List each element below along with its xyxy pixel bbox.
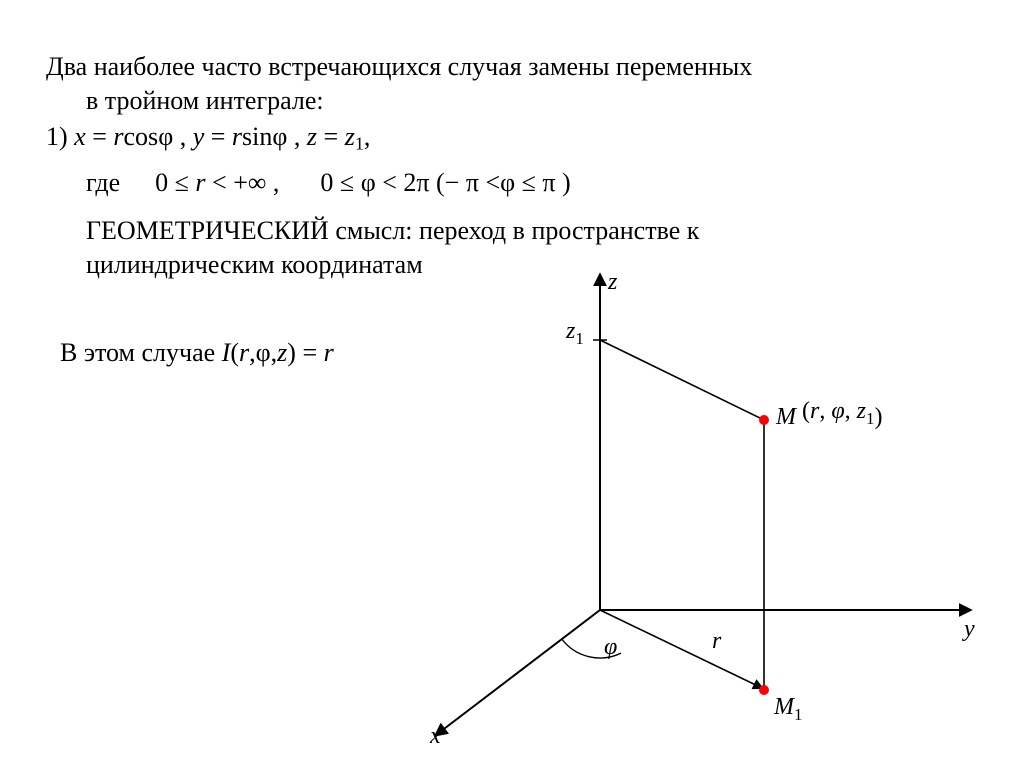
label-z: z: [607, 269, 618, 295]
label-x: x: [429, 723, 441, 749]
r-vector: [600, 610, 762, 688]
label-M-coords: (r, φ, z1): [802, 398, 882, 430]
z1-to-M-line: [600, 340, 764, 420]
label-y: y: [962, 616, 975, 642]
cylindrical-diagram: z z1 y x φ r M(r, φ, z1) M1: [0, 0, 1024, 768]
label-phi: φ: [604, 634, 617, 660]
label-r: r: [712, 628, 722, 654]
point-M1: [759, 685, 769, 695]
x-axis: [436, 610, 600, 735]
label-M: M: [775, 404, 798, 430]
point-M: [759, 415, 769, 425]
page: Два наиболее часто встречающихся случая …: [0, 0, 1024, 768]
label-z1: z1: [565, 318, 584, 348]
label-M1: M1: [773, 694, 803, 724]
